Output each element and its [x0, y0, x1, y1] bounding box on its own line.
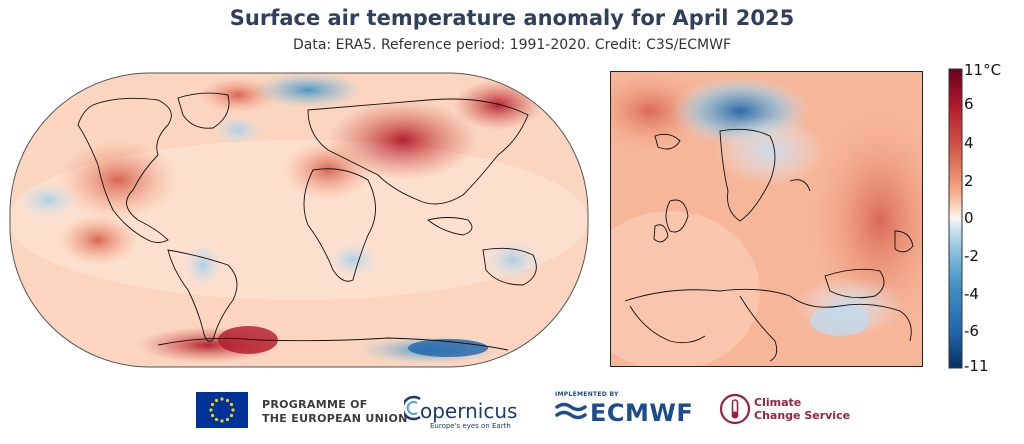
copernicus-wordmark: opernicus — [420, 399, 518, 423]
c3s-logo-icon — [719, 393, 751, 425]
colorbar-bottom-label: -11 — [964, 357, 989, 375]
copernicus-logo-icon — [404, 395, 421, 421]
colorbar-top-label: 11°C — [964, 61, 1002, 79]
europe-anomaly-map — [610, 71, 923, 367]
world-anomaly-map — [9, 72, 589, 368]
colorbar-tick: 0 — [964, 209, 974, 227]
eu-programme-label: PROGRAMME OF THE EUROPEAN UNION — [262, 398, 408, 426]
colorbar — [948, 68, 963, 369]
eu-flag-icon — [196, 392, 248, 428]
ecmwf-wordmark: ECMWF — [590, 399, 694, 427]
colorbar-tick: -2 — [964, 247, 979, 265]
copernicus-tagline: Europe's eyes on Earth — [430, 422, 511, 430]
colorbar-tick: 6 — [964, 95, 974, 113]
c3s-line-1: Climate — [754, 396, 802, 409]
ecmwf-logo-icon — [555, 402, 587, 420]
colorbar-tick: 4 — [964, 134, 974, 152]
colorbar-tick: -4 — [964, 285, 979, 303]
colorbar-tick: -6 — [964, 322, 979, 340]
colorbar-tick: 2 — [964, 172, 974, 190]
page-title: Surface air temperature anomaly for Apri… — [229, 6, 795, 30]
implemented-by-label: IMPLEMENTED BY — [555, 391, 619, 398]
c3s-line-2: Change Service — [754, 409, 851, 422]
eu-line-2: THE EUROPEAN UNION — [262, 412, 408, 425]
page-subtitle: Data: ERA5. Reference period: 1991-2020.… — [292, 37, 732, 53]
c3s-label: Climate Change Service — [754, 396, 850, 422]
eu-line-1: PROGRAMME OF — [262, 398, 368, 411]
